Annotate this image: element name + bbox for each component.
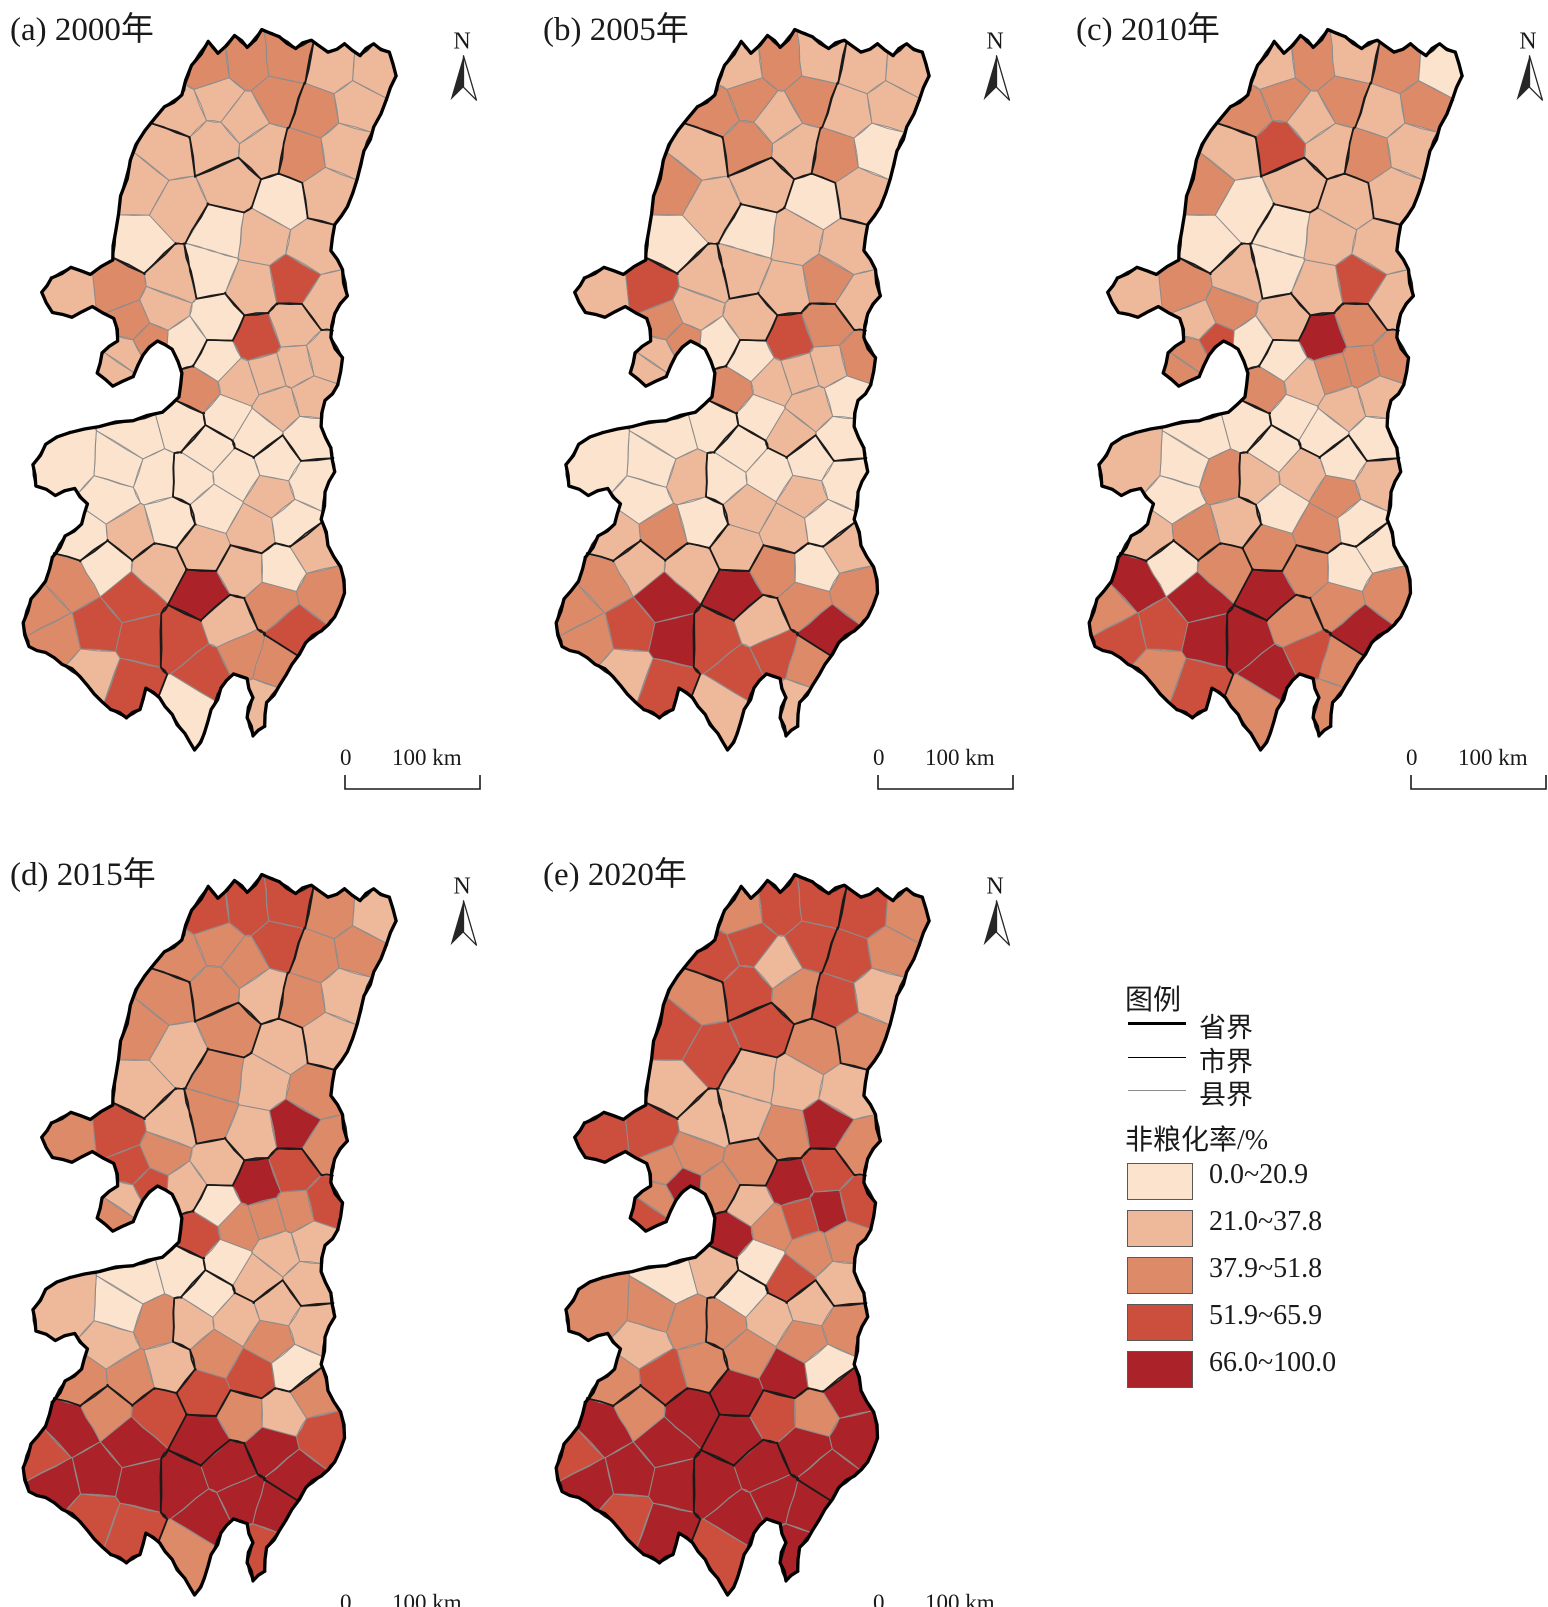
svg-text:N: N [453,28,470,54]
svg-text:100 km: 100 km [925,745,995,770]
svg-text:N: N [986,873,1003,899]
svg-text:100 km: 100 km [392,1590,462,1607]
svg-text:100 km: 100 km [1458,745,1528,770]
svg-text:0: 0 [340,745,352,770]
svg-text:0: 0 [1406,745,1418,770]
svg-text:0: 0 [873,1590,885,1607]
svg-text:100 km: 100 km [925,1590,995,1607]
svg-text:100 km: 100 km [392,745,462,770]
svg-text:0: 0 [340,1590,352,1607]
svg-text:N: N [986,28,1003,54]
svg-text:0: 0 [873,745,885,770]
svg-text:N: N [453,873,470,899]
svg-text:N: N [1519,28,1536,54]
